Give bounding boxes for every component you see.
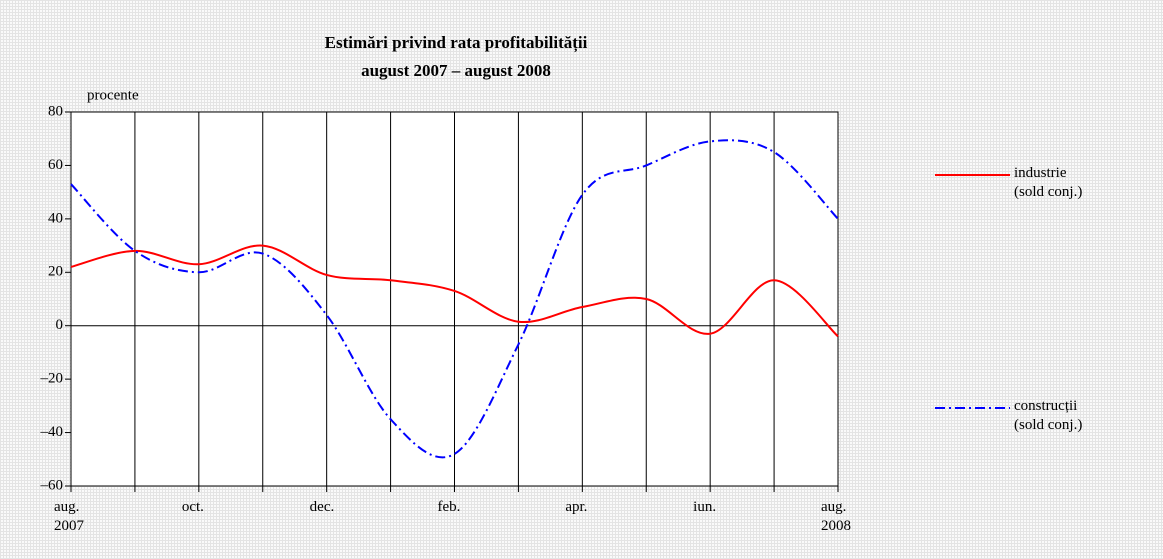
- chart-subtitle: august 2007 – august 2008: [361, 61, 551, 80]
- chart-title: Estimări privind rata profitabilității: [325, 33, 588, 53]
- y-tick-label: –60: [40, 477, 64, 493]
- y-axis-label: procente: [87, 87, 139, 103]
- x-tick-label: oct.: [181, 499, 204, 515]
- x-tick-label: apr.: [565, 499, 588, 515]
- y-tick-label: –20: [40, 371, 64, 387]
- y-tick-label: 60: [48, 157, 63, 173]
- x-tick-label: aug. 2007: [54, 499, 84, 534]
- x-tick-label: dec.: [309, 499, 335, 515]
- series-line: [70, 139, 839, 459]
- x-tick-label: iun.: [693, 499, 717, 515]
- y-tick-label: 0: [56, 317, 64, 333]
- x-tick-label: aug. 2008: [821, 499, 851, 534]
- y-tick-label: 20: [48, 264, 63, 280]
- plot-frame: [70, 111, 839, 487]
- x-tick-label: feb.: [437, 499, 461, 515]
- y-tick-label: 80: [48, 103, 63, 119]
- series-line: [70, 244, 839, 338]
- y-tick-label: –40: [40, 424, 64, 440]
- legend-label: industrie (sold conj.): [1014, 165, 1083, 200]
- y-tick-label: 40: [48, 210, 63, 226]
- legend-label: construcții (sold conj.): [1014, 398, 1083, 433]
